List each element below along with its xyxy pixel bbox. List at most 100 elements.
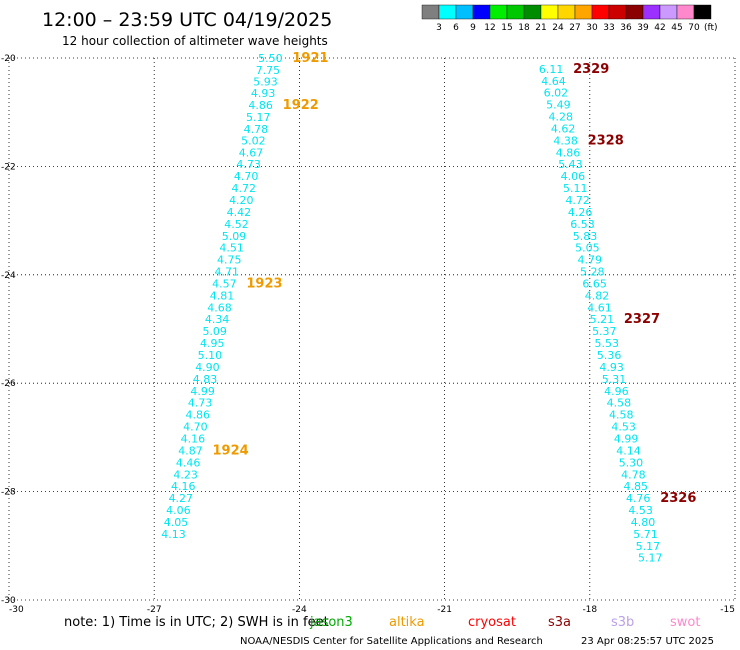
colorbar-label: 70 (688, 23, 700, 33)
colorbar-swatch (574, 4, 593, 20)
wave-height-value: 4.96 (604, 385, 629, 398)
wave-height-value: 5.53 (594, 337, 619, 350)
satellite-name: s3a (548, 615, 571, 630)
wave-height-value: 4.75 (217, 254, 242, 267)
wave-height-value: 4.06 (561, 170, 586, 183)
x-tick-label: -15 (720, 605, 735, 615)
colorbar-label: 42 (654, 23, 665, 33)
wave-height-value: 6.53 (570, 218, 595, 231)
wave-height-value: 5.31 (602, 373, 627, 386)
grid-lines (8, 57, 736, 601)
colorbar-label: 6 (453, 23, 459, 33)
wave-height-value: 4.83 (193, 373, 218, 386)
pass-time-label: 2327 (624, 312, 660, 327)
wave-height-value: 5.83 (573, 230, 598, 243)
colorbar-label: 36 (620, 23, 632, 33)
colorbar-swatch (438, 4, 457, 20)
pass-time-label: 1924 (213, 443, 249, 458)
colorbar-label: 12 (484, 23, 495, 33)
wave-height-value: 5.28 (580, 266, 605, 279)
y-tick-label: -28 (1, 488, 16, 498)
pass-time-label: 2329 (573, 62, 609, 77)
wave-height-value: 6.11 (539, 63, 564, 76)
wave-height-value: 4.76 (626, 492, 651, 505)
footnote: note: 1) Time is in UTC; 2) SWH is in fe… (64, 615, 329, 630)
wave-height-value: 5.50 (258, 52, 283, 65)
colorbar-label: 30 (586, 23, 598, 33)
wave-height-value: 4.64 (541, 75, 566, 88)
wave-height-value: 4.46 (176, 456, 201, 469)
wave-height-value: 4.34 (205, 313, 230, 326)
wave-height-value: 4.72 (565, 194, 590, 207)
colorbar-label: 3 (436, 23, 442, 33)
wave-height-value: 4.85 (624, 480, 649, 493)
colorbar-swatch (523, 4, 542, 20)
wave-height-value: 4.13 (161, 528, 186, 541)
colorbar-label: 9 (470, 23, 476, 33)
pass-time-label: 1923 (246, 276, 282, 291)
wave-height-values: 5.507.755.934.934.865.174.785.024.674.73… (161, 52, 662, 565)
wave-height-value: 4.68 (207, 301, 232, 314)
wave-height-value: 4.62 (551, 122, 576, 135)
colorbar-swatch (642, 4, 661, 20)
wave-height-value: 4.38 (553, 134, 578, 147)
y-tick-label: -24 (1, 271, 16, 281)
satellite-name: jason3 (309, 615, 353, 630)
colorbar-swatch (489, 4, 508, 20)
wave-height-value: 4.70 (183, 421, 208, 434)
wave-height-value: 4.14 (616, 444, 641, 457)
wave-height-value: 4.23 (173, 468, 198, 481)
wave-height-value: 4.57 (212, 277, 237, 290)
wave-height-value: 4.53 (628, 504, 653, 517)
pass-time-label: 2326 (660, 491, 696, 506)
wave-height-value: 4.16 (181, 432, 206, 445)
colorbar-label: 27 (569, 23, 580, 33)
wave-height-value: 4.86 (186, 409, 211, 422)
colorbar-swatch (472, 4, 491, 20)
wave-height-value: 4.20 (229, 194, 254, 207)
wave-height-value: 5.36 (597, 349, 622, 362)
satellite-name: swot (670, 615, 700, 630)
wave-height-value: 4.86 (556, 146, 581, 159)
wave-height-value: 5.02 (241, 134, 266, 147)
credit-text: NOAA/NESDIS Center for Satellite Applica… (240, 636, 543, 647)
wave-height-value: 4.53 (611, 421, 636, 434)
colorbar-label: 33 (603, 23, 614, 33)
wave-height-value: 4.51 (219, 242, 244, 255)
wave-height-value: 4.93 (599, 361, 624, 374)
wave-height-value: 5.17 (638, 552, 663, 565)
wave-height-value: 4.93 (251, 87, 276, 100)
wave-height-value: 4.87 (178, 444, 203, 457)
colorbar: 3 6 9 12 15 18 21 24 27 30 33 36 39 42 45 70 (ft) (421, 4, 718, 33)
wave-height-value: 4.72 (231, 182, 256, 195)
wave-height-value: 5.21 (590, 313, 615, 326)
colorbar-swatch (421, 4, 440, 20)
wave-height-value: 4.81 (210, 289, 235, 302)
satellite-name: cryosat (468, 615, 516, 630)
colorbar-swatch (625, 4, 644, 20)
wave-height-value: 4.78 (621, 468, 646, 481)
satellite-name: altika (389, 615, 425, 630)
colorbar-swatch (676, 4, 695, 20)
wave-height-value: 4.16 (171, 480, 196, 493)
wave-height-value: 4.52 (224, 218, 249, 231)
wave-height-value: 4.58 (609, 409, 634, 422)
wave-height-value: 5.09 (222, 230, 247, 243)
x-tick-label: -18 (582, 605, 597, 615)
wave-height-value: 5.09 (202, 325, 227, 338)
y-tick-label: -22 (1, 162, 16, 172)
wave-height-value: 4.61 (587, 301, 612, 314)
pass-time-labels: 1921 1922 1923 1924 2329 2328 2327 2326 (213, 51, 697, 506)
colorbar-swatch (693, 4, 712, 20)
colorbar-label: 45 (671, 23, 682, 33)
wave-height-value: 5.71 (633, 528, 658, 541)
wave-height-value: 4.27 (169, 492, 194, 505)
pass-time-label: 1921 (292, 51, 328, 66)
colorbar-swatch (455, 4, 474, 20)
colorbar-unit: (ft) (704, 23, 718, 33)
wave-height-value: 5.10 (198, 349, 223, 362)
wave-height-value: 4.28 (549, 111, 574, 124)
colorbar-label: 18 (518, 23, 530, 33)
wave-height-value: 4.95 (200, 337, 225, 350)
wave-height-value: 7.75 (256, 64, 281, 77)
